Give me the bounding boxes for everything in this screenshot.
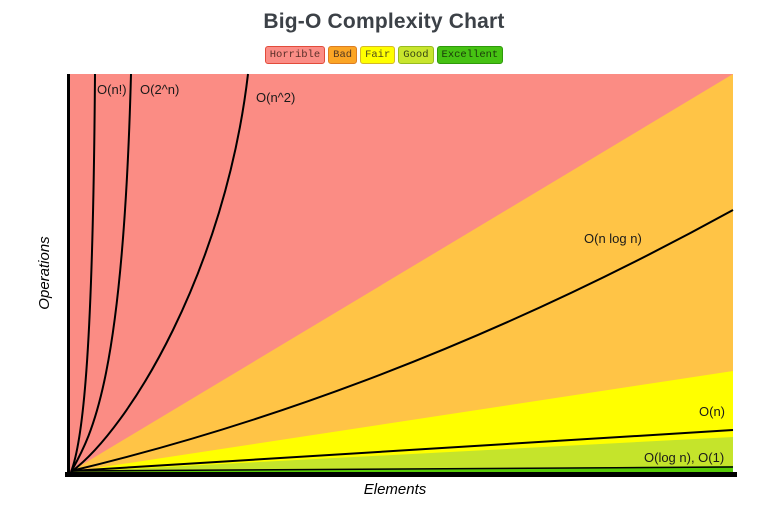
curve-o-n-factorial: [70, 73, 96, 473]
curve-o-n-log-n: [70, 209, 734, 472]
legend: Horrible Bad Fair Good Excellent: [0, 46, 768, 65]
curve-label-o-n: O(n): [699, 404, 725, 419]
legend-badge-bad: Bad: [328, 46, 358, 65]
curve-o-log-n: [70, 466, 734, 472]
region-bad: [70, 74, 733, 472]
curve-o-n-squared: [70, 73, 249, 473]
legend-badge-excellent: Excellent: [436, 46, 504, 65]
y-axis-label: Operations: [36, 236, 53, 310]
legend-badge-horrible: Horrible: [264, 46, 326, 65]
page-title: Big-O Complexity Chart: [263, 10, 505, 33]
curve-label-o-n-squared: O(n^2): [256, 90, 295, 105]
region-good: [70, 437, 733, 472]
legend-badge-good: Good: [398, 46, 434, 65]
y-axis-line: [67, 74, 70, 477]
curve-o-2-pow-n: [70, 73, 132, 473]
curve-label-o-log-n-o-1: O(log n), O(1): [644, 450, 724, 465]
curve-label-o-2-pow-n: O(2^n): [140, 82, 179, 97]
curve-label-o-n-factorial: O(n!): [97, 82, 127, 97]
x-axis-line: [65, 472, 737, 477]
legend-badge-fair: Fair: [360, 46, 396, 65]
x-axis-label: Elements: [363, 481, 427, 498]
curve-label-o-n-log-n: O(n log n): [584, 231, 642, 246]
curve-o-n: [70, 429, 734, 472]
